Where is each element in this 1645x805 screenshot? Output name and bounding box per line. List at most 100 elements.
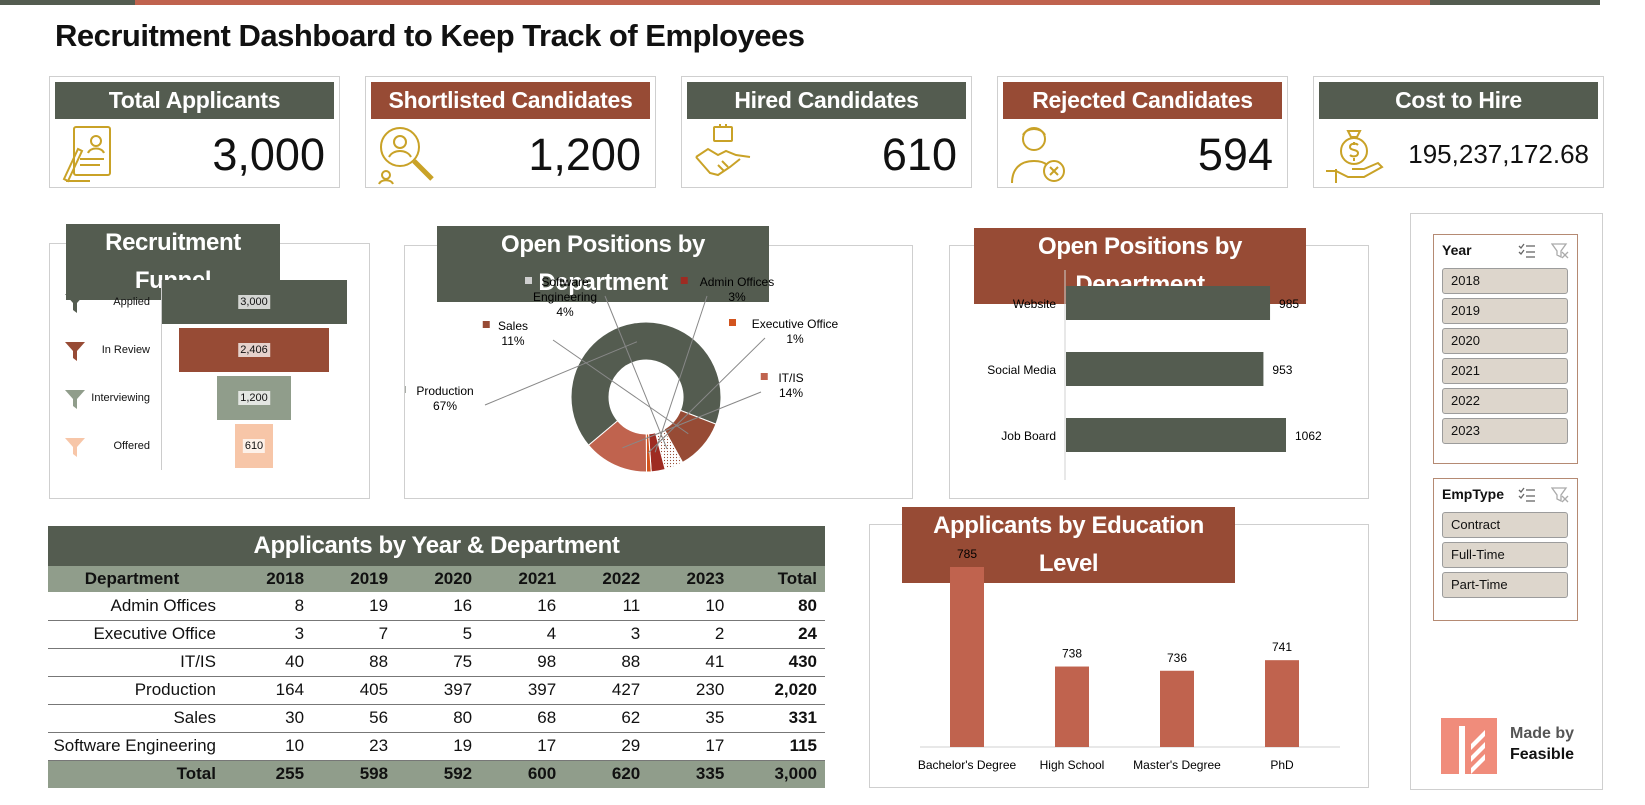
funnel-icon [65,342,85,361]
table-cell: 11 [564,592,649,621]
edu-bar [1160,670,1194,747]
kpi-value: 594 [1197,129,1273,180]
hbar-panel: Open Positions by Department Website 985 S… [949,228,1369,499]
table-cell: 17 [480,732,565,761]
clear-filter-icon[interactable] [1551,487,1569,503]
edu-label: Master's Degree [1133,758,1221,772]
multi-select-icon[interactable] [1518,243,1536,259]
edu-bar [1055,666,1089,747]
table-row: Admin Offices 8 19 16 16 11 10 80 [48,592,825,621]
table-row: Sales 30 56 80 68 62 35 331 [48,704,825,733]
funnel-icon [65,390,85,409]
table-cell: 397 [396,676,481,705]
table-cell: 430 [732,648,825,677]
kpi-value: 195,237,172.68 [1408,139,1589,169]
slicer-item[interactable]: 2018 [1442,268,1568,294]
kpi-shortlisted: Shortlisted Candidates 1,200 [365,76,656,188]
emptype-slicer: EmpType Contract Full-Time Part-Time [1433,478,1578,621]
funnel-label: Offered [113,440,151,452]
table-cell: 620 [564,760,649,788]
slicer-item[interactable]: 2023 [1442,418,1568,444]
money-hand-icon [1326,130,1384,183]
donut-leader [604,295,668,450]
edu-panel: Applicants by Education Level 785 Bachelo… [869,507,1369,788]
table-cell: IT/IS [48,648,228,677]
kpi-value: 3,000 [212,129,325,180]
edu-value: 785 [957,547,977,561]
table-cell: 88 [312,648,397,677]
table-header-cell: 2019 [312,566,397,592]
table-cell: 4 [480,620,565,649]
kpi-value: 1,200 [528,129,641,180]
donut-panel: Open Positions by Department Production 6… [404,226,913,499]
donut-key [680,277,688,284]
slicer-item[interactable]: Part-Time [1442,572,1568,598]
slicer-item[interactable]: 2020 [1442,328,1568,354]
funnel-title: Recruitment Funnel [66,224,280,300]
slicer-item[interactable]: 2021 [1442,358,1568,384]
clear-filter-icon[interactable] [1551,243,1569,259]
donut-leader [552,339,689,435]
table-cell: 405 [312,676,397,705]
multi-select-icon[interactable] [1518,487,1536,503]
edu-label: Bachelor's Degree [918,758,1017,772]
table-cell: 23 [312,732,397,761]
kpi-label: Shortlisted Candidates [371,82,650,119]
slicer-item[interactable]: 2022 [1442,388,1568,414]
slicer-item[interactable]: 2019 [1442,298,1568,324]
hbar-bar [1066,352,1264,386]
table-cell: 115 [732,732,825,761]
table-cell: 75 [396,648,481,677]
slicer-item[interactable]: Full-Time [1442,542,1568,568]
top-accent-bar [0,0,1600,5]
funnel-label: Applied [113,296,150,308]
slicer-item[interactable]: Contract [1442,512,1568,538]
donut-key [525,277,532,284]
funnel-icon [65,294,85,313]
edu-bar [950,567,984,747]
donut-label: Production [416,384,473,398]
hbar-bar [1066,286,1271,320]
table-row: IT/IS 40 88 75 98 88 41 430 [48,648,825,677]
donut-leader [654,295,708,453]
table-cell: 427 [564,676,649,705]
applicants-table: Department 2018 2019 2020 2021 2022 2023 Total … [48,566,825,788]
year-slicer-header: Year [1442,242,1472,258]
table-cell: 2 [648,620,733,649]
edu-bar [1265,660,1299,747]
application-form-icon [62,126,111,183]
kpi-value: 610 [881,129,957,180]
edu-value: 738 [1062,647,1082,661]
table-cell: 16 [480,592,565,621]
donut-key [729,319,736,326]
page-title: Recruitment Dashboard to Keep Track of E… [55,18,805,53]
table-cell: 16 [396,592,481,621]
kpi-label: Cost to Hire [1319,82,1598,119]
table-cell: 10 [648,592,733,621]
kpi-hired: Hired Candidates 610 [681,76,972,188]
table-cell: Admin Offices [48,592,228,621]
table-cell: 88 [564,648,649,677]
table-row: Total 255 598 592 600 620 335 3,000 [48,760,825,788]
hbar-label: Website [1013,297,1056,311]
donut-label: Software [541,275,589,289]
table-cell: 598 [312,760,397,788]
table-cell: 7 [312,620,397,649]
table-cell: 3 [228,620,313,649]
hbar-label: Social Media [987,363,1056,377]
hbar-value: 1062 [1295,429,1322,443]
edu-title: Applicants by Education Level [902,507,1235,583]
brand-line2: Feasible [1510,746,1575,763]
table-cell: Executive Office [48,620,228,649]
kpi-label: Hired Candidates [687,82,966,119]
funnel-icon [65,438,85,457]
donut-pct: 3% [728,290,746,304]
hbar-value: 953 [1272,363,1292,377]
table-cell: 41 [648,648,733,677]
table-cell: Production [48,676,228,705]
donut-leader [484,341,638,406]
table-header-cell: 2021 [480,566,565,592]
funnel-value: 1,200 [238,391,270,405]
kpi-label: Rejected Candidates [1003,82,1282,119]
handshake-briefcase-icon [695,124,751,177]
